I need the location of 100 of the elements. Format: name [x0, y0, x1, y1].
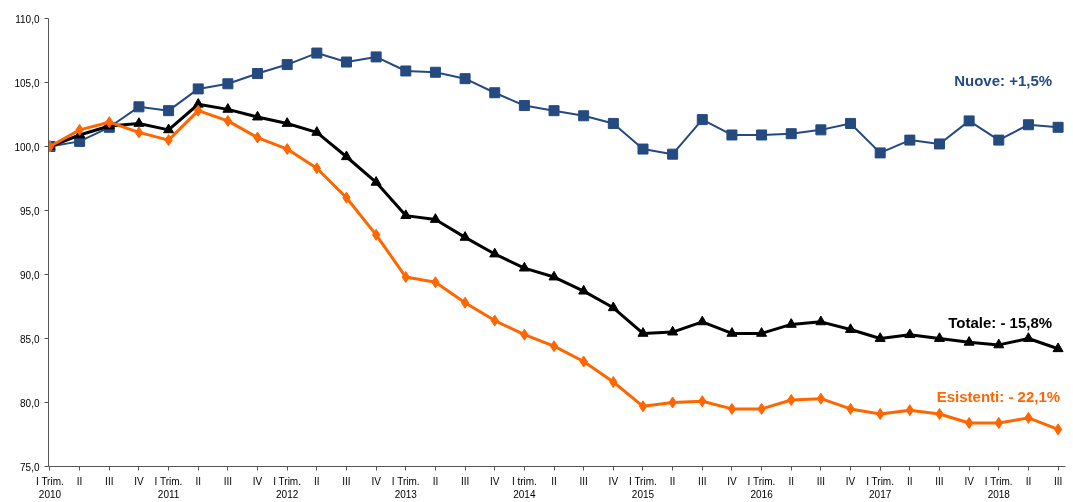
y-tick-label: 75,0: [20, 461, 40, 473]
point: [340, 56, 352, 68]
series-label: Totale: - 15,8%: [948, 313, 1053, 331]
point: [163, 105, 175, 117]
point: [727, 402, 737, 415]
y-tick-label: 80,0: [20, 397, 40, 409]
x-tick-label: IV: [134, 475, 144, 487]
point: [340, 150, 352, 161]
x-tick-label: IV: [371, 475, 382, 487]
point: [371, 228, 381, 241]
point: [134, 126, 144, 139]
point: [816, 392, 826, 405]
series-label: Esistenti: - 22,1%: [936, 388, 1061, 406]
y-tick-label: 90,0: [20, 269, 40, 281]
point: [281, 59, 293, 71]
point: [815, 124, 827, 136]
point: [726, 327, 738, 337]
x-tick-label: I Trim. 2012: [273, 475, 301, 500]
y-tick-label: 105,0: [14, 77, 40, 89]
point: [192, 83, 204, 95]
point: [637, 143, 649, 155]
x-tick-label: II: [314, 475, 320, 487]
point: [370, 51, 382, 63]
point: [459, 231, 471, 241]
point: [1053, 423, 1063, 436]
x-tick-label: III: [698, 475, 707, 487]
point: [460, 296, 470, 309]
point: [400, 65, 412, 77]
point: [785, 128, 797, 140]
point: [311, 126, 323, 136]
point: [133, 101, 145, 113]
point: [933, 332, 945, 342]
point: [489, 87, 501, 99]
point: [726, 129, 738, 141]
point: [904, 134, 916, 146]
point: [963, 336, 975, 346]
point: [904, 328, 916, 339]
point: [518, 261, 530, 272]
x-tick-label: II: [432, 475, 439, 487]
point: [963, 115, 975, 127]
point: [607, 117, 619, 129]
point: [1052, 121, 1064, 133]
point: [459, 73, 471, 85]
x-tick-label: I trim. 2014: [511, 475, 537, 500]
x-tick-label: I Trim. 2017: [866, 475, 894, 500]
x-tick-label: IV: [845, 475, 856, 487]
x-tick-label: I Trim. 2010: [36, 475, 64, 500]
x-tick-label: III: [460, 475, 470, 487]
x-tick-label: II: [195, 475, 202, 487]
point: [667, 148, 679, 160]
point: [549, 340, 559, 353]
x-tick-label: IV: [252, 475, 263, 487]
point: [163, 123, 175, 134]
y-tick-label: 85,0: [20, 333, 40, 345]
x-tick-label: I Trim. 2015: [629, 475, 657, 500]
point: [993, 134, 1005, 146]
x-tick-label: II: [1025, 475, 1032, 487]
x-tick-label: IV: [727, 475, 737, 487]
point: [1022, 119, 1034, 131]
x-tick-label: IV: [490, 475, 500, 487]
point: [311, 47, 323, 59]
x-tick-label: II: [76, 475, 83, 487]
point: [222, 78, 234, 90]
x-tick-label: I Trim. 2013: [391, 475, 420, 500]
point: [874, 147, 886, 159]
y-tick-label: 110,0: [15, 13, 40, 25]
point: [1022, 332, 1034, 342]
point: [578, 284, 590, 295]
point: [874, 332, 886, 342]
point: [429, 213, 441, 223]
point: [638, 400, 648, 413]
point: [578, 110, 590, 122]
x-tick-label: I Trim. 2016: [747, 475, 776, 500]
point: [933, 138, 945, 150]
point: [222, 103, 234, 113]
series-label: Nuove: +1,5%: [954, 72, 1053, 90]
point: [489, 247, 501, 258]
point: [785, 318, 797, 328]
point: [696, 114, 708, 126]
x-tick-label: II: [907, 475, 913, 487]
x-tick-label: III: [105, 475, 114, 487]
point: [518, 100, 530, 112]
point: [845, 323, 857, 333]
point: [429, 66, 441, 78]
point: [815, 315, 827, 326]
x-tick-label: III: [1053, 475, 1063, 487]
x-tick-label: III: [342, 475, 351, 487]
point: [667, 325, 679, 336]
point: [548, 270, 560, 281]
point: [223, 114, 233, 127]
point: [845, 117, 857, 129]
x-tick-label: IV: [608, 475, 619, 487]
x-tick-label: I Trim. 2011: [154, 475, 183, 500]
point: [964, 416, 974, 429]
x-tick-label: I Trim. 2018: [984, 475, 1013, 500]
point: [281, 117, 293, 127]
x-tick-label: II: [551, 475, 557, 487]
x-tick-label: II: [788, 475, 795, 487]
point: [252, 110, 264, 121]
y-tick-label: 100,0: [14, 141, 40, 153]
